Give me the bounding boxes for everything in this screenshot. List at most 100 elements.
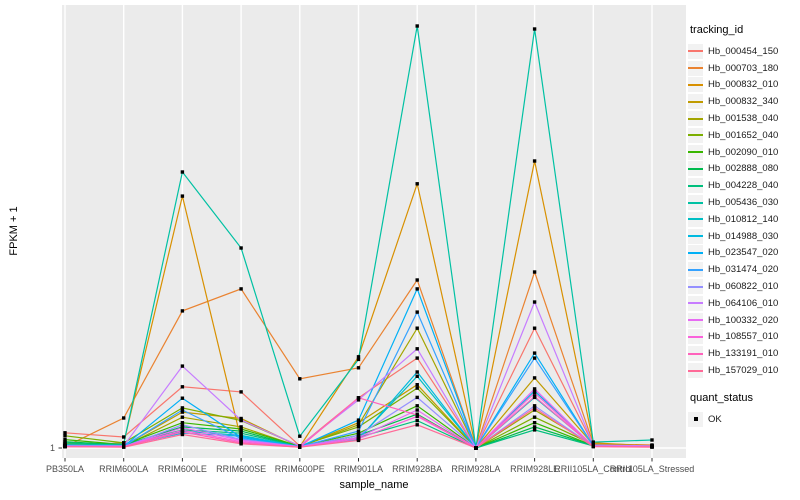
data-point (356, 398, 361, 402)
data-point (532, 408, 537, 412)
data-point (356, 396, 361, 400)
legend-key-swatch (688, 43, 703, 59)
legend: tracking_id Hb_000454_150 Hb_000703_180 Hb… (688, 24, 800, 428)
data-point (180, 432, 185, 437)
data-point (532, 326, 537, 330)
ok-square-marker-icon (693, 417, 698, 422)
data-point (356, 425, 361, 429)
legend-key-swatch (688, 127, 703, 143)
data-point (650, 445, 654, 449)
data-point (239, 390, 243, 394)
legend-key-swatch (688, 111, 703, 127)
legend-color-line (688, 335, 703, 338)
data-point (532, 394, 537, 399)
data-point (63, 434, 67, 438)
data-point (122, 416, 126, 420)
legend-color-line (688, 319, 703, 322)
legend-key-swatch (688, 60, 703, 76)
legend-key-swatch (688, 94, 703, 110)
data-point (532, 425, 537, 429)
data-point (415, 413, 419, 417)
x-tick-label-RRIM600PE: RRIM600PE (275, 464, 325, 474)
legend-key-swatch (688, 195, 703, 211)
legend-item: Hb_060822_010 (688, 278, 800, 295)
data-point (356, 366, 361, 370)
legend-item: Hb_014988_030 (688, 228, 800, 245)
data-point (532, 159, 537, 163)
data-point (298, 377, 302, 381)
data-point (180, 430, 185, 434)
legend-key-swatch (688, 312, 703, 328)
data-point (415, 395, 419, 400)
data-point (415, 347, 419, 351)
legend-item: Hb_100332_020 (688, 312, 800, 329)
data-point (356, 421, 361, 425)
data-point (239, 246, 243, 250)
data-point (532, 428, 537, 432)
legend-item-label: Hb_000832_340 (708, 96, 779, 108)
data-point (591, 440, 595, 444)
legend-item-label: Hb_005436_030 (708, 197, 779, 209)
legend-item-label: Hb_001538_040 (708, 113, 779, 125)
data-point (415, 24, 419, 28)
data-point (239, 442, 243, 446)
legend-item: Hb_010812_140 (688, 211, 800, 228)
data-point (63, 437, 67, 442)
data-point (415, 278, 419, 282)
data-point (356, 429, 361, 433)
data-point (180, 426, 185, 430)
data-point (415, 383, 419, 387)
data-point (415, 356, 419, 360)
legend-color-line (688, 218, 703, 221)
quant-status-key-swatch (688, 411, 703, 427)
data-point (180, 396, 185, 400)
data-point (532, 300, 537, 304)
legend-item-label: Hb_060822_010 (708, 281, 779, 293)
data-point (532, 27, 537, 31)
data-point (356, 423, 361, 427)
x-axis-title: sample_name (339, 479, 409, 491)
legend-color-line (688, 184, 703, 187)
data-point (591, 445, 595, 449)
data-point (356, 433, 361, 437)
legend-key-swatch (688, 295, 703, 311)
data-point (532, 404, 537, 408)
x-tick-label-PB350LA: PB350LA (46, 464, 84, 474)
data-point (415, 374, 419, 378)
legend-key-swatch (688, 77, 703, 93)
legend-color-line (688, 117, 703, 120)
legend-color-line (688, 67, 703, 70)
legend-item-label: Hb_002888_080 (708, 163, 779, 175)
legend-item: Hb_005436_030 (688, 194, 800, 211)
legend-item-label: Hb_100332_020 (708, 314, 779, 326)
legend-color-line (688, 302, 703, 305)
legend-key-swatch (688, 211, 703, 227)
x-tick-label-RRIM600SE: RRIM600SE (216, 464, 266, 474)
data-point (122, 442, 126, 446)
legend-key-swatch (688, 245, 703, 261)
legend-item-label: Hb_014988_030 (708, 230, 779, 242)
legend-key-swatch (688, 228, 703, 244)
data-point (63, 445, 67, 449)
legend-color-line (688, 100, 703, 103)
x-tick-label-RRIM928BA: RRIM928BA (392, 464, 442, 474)
data-point (239, 425, 243, 429)
data-point (356, 431, 361, 435)
data-point (532, 421, 537, 425)
legend-items: Hb_000454_150 Hb_000703_180 Hb_000832_010 H… (688, 43, 800, 379)
data-point (415, 370, 419, 374)
legend-item: Hb_000454_150 (688, 43, 800, 60)
legend-item: Hb_004228_040 (688, 177, 800, 194)
data-point (63, 431, 67, 435)
data-point (532, 270, 537, 274)
data-point (415, 404, 419, 408)
data-point (650, 438, 654, 442)
legend-key-swatch (688, 346, 703, 362)
legend-item-label: Hb_064106_010 (708, 297, 779, 309)
x-tick-label-RRII105LA_Control: RRII105LA_Control (554, 464, 632, 474)
legend-key-swatch (688, 144, 703, 160)
data-point (180, 364, 185, 368)
x-tick-label-RRIM901LA: RRIM901LA (334, 464, 383, 474)
x-tick-label-RRIM600LA: RRIM600LA (99, 464, 148, 474)
legend-color-line (688, 235, 703, 238)
